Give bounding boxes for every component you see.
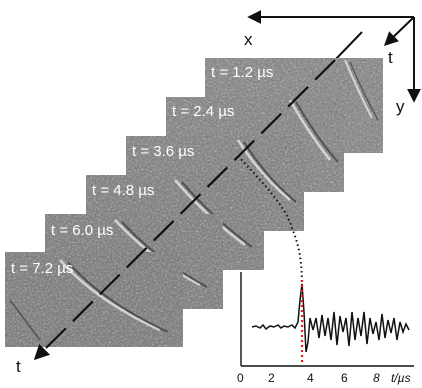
frame-4-label: t = 4.8 µs — [92, 182, 154, 199]
frame-5-label: t = 6.0 µs — [51, 222, 113, 239]
frame-6-label: t = 7.2 µs — [11, 260, 73, 277]
coordinate-axes: x y t — [244, 10, 421, 116]
signal-x-tick-4: 4 — [307, 371, 314, 385]
t-axis-label: t — [388, 48, 393, 67]
signal-plot: 0 2 4 6 8 t/µs — [237, 272, 414, 385]
frame-6: t = 7.2 µs — [5, 252, 183, 347]
signal-x-tick-8: 8 — [373, 371, 380, 385]
x-axis-label: x — [244, 30, 253, 49]
t-axis-arrow — [383, 16, 415, 46]
signal-x-tick-6: 6 — [341, 371, 348, 385]
probe-point-trace — [237, 155, 303, 291]
signal-waveform — [251, 283, 410, 353]
signal-x-tick-0: 0 — [237, 371, 244, 385]
y-axis-label: y — [396, 97, 405, 116]
signal-x-tick-2: 2 — [268, 371, 275, 385]
frame-6-image — [5, 252, 183, 347]
time-axis-arrow — [33, 59, 336, 361]
frame-2-label: t = 2.4 µs — [172, 103, 234, 120]
frame-3-label: t = 3.6 µs — [132, 143, 194, 160]
time-axis-label: t — [16, 357, 21, 376]
frame-1-label: t = 1.2 µs — [211, 64, 273, 81]
signal-x-unit: t/µs — [391, 371, 411, 385]
time-axis-top-segment — [334, 31, 363, 61]
